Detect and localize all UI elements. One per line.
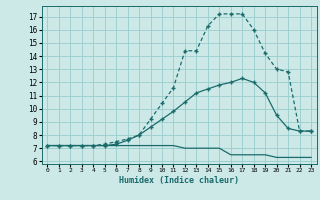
X-axis label: Humidex (Indice chaleur): Humidex (Indice chaleur) xyxy=(119,176,239,185)
